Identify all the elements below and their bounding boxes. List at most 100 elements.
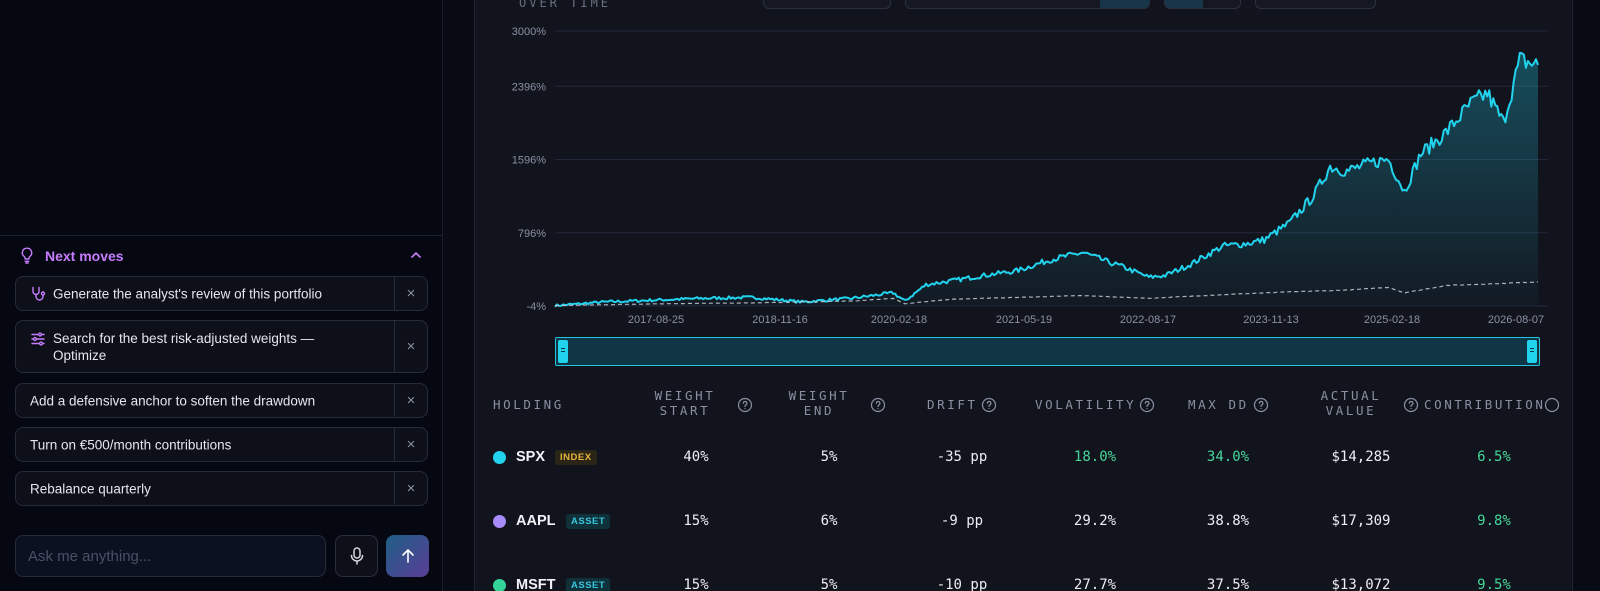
divider (394, 428, 395, 461)
help-icon[interactable] (870, 397, 886, 413)
chevron-up-icon[interactable] (408, 247, 424, 263)
cell-max-dd: 37.5% (1206, 577, 1250, 591)
cell-weight-start: 15% (683, 513, 709, 529)
help-icon[interactable] (981, 397, 997, 413)
help-icon[interactable] (1403, 397, 1419, 413)
divider (394, 277, 395, 310)
arrow-up-icon (401, 549, 414, 563)
stethoscope-icon (32, 286, 46, 301)
send-button[interactable] (386, 535, 429, 577)
column-header-actual-value[interactable]: ACTUAL VALUE (1306, 388, 1396, 418)
cell-drift: -9 pp (940, 513, 984, 529)
range-brush[interactable] (555, 337, 1540, 366)
benchmark-line (555, 281, 1539, 307)
cell-drift: -10 pp (936, 577, 988, 591)
brush-handle-right[interactable] (1527, 340, 1537, 363)
next-move-label: Search for the best risk-adjusted weight… (53, 330, 385, 364)
next-move-label: Add a defensive anchor to soften the dra… (30, 393, 316, 408)
next-move-item[interactable]: Add a defensive anchor to soften the dra… (15, 383, 428, 418)
cell-weight-start: 15% (683, 577, 709, 591)
cell-drift: -35 pp (936, 449, 988, 465)
cell-contribution: 6.5% (1477, 449, 1511, 465)
column-header-contribution[interactable]: CONTRIBUTION (1424, 397, 1546, 412)
holding-type-badge: INDEX (555, 450, 597, 465)
x-tick-label: 2025-02-18 (1364, 314, 1420, 326)
holding-ticker: MSFT (516, 577, 556, 591)
column-header-drift[interactable]: DRIFT (927, 397, 978, 412)
header-line: WEIGHT (788, 388, 850, 403)
cell-weight-start: 40% (683, 449, 709, 465)
help-icon[interactable] (1253, 397, 1269, 413)
assistant-panel: Next moves Generate the analyst's review… (0, 0, 443, 591)
header-line: WEIGHT (654, 388, 716, 403)
close-icon[interactable]: × (406, 391, 416, 409)
column-header-holding[interactable]: HOLDING (493, 397, 564, 412)
help-icon[interactable] (737, 397, 753, 413)
cell-weight-end: 5% (820, 449, 838, 465)
x-tick-label: 2022-08-17 (1120, 314, 1176, 326)
help-icon[interactable] (1139, 397, 1155, 413)
column-header-volatility[interactable]: VOLATILITY (1035, 397, 1137, 412)
holding-ticker: AAPL (516, 513, 556, 529)
chart-caption: OVER TIME (519, 0, 612, 10)
divider (394, 472, 395, 505)
x-tick-label: 2018-11-16 (752, 314, 807, 326)
holding-type-badge: ASSET (566, 578, 611, 591)
x-tick-label: 2020-02-18 (871, 314, 927, 326)
cell-volatility: 29.2% (1073, 513, 1117, 529)
column-header-weight-start[interactable]: WEIGHT START (640, 388, 730, 418)
header-line: VALUE (1325, 403, 1377, 418)
header-line: START (659, 403, 711, 418)
header-line: ACTUAL (1320, 388, 1382, 403)
cell-actual-value: $17,309 (1331, 513, 1391, 529)
next-move-label: Generate the analyst's review of this po… (53, 286, 322, 301)
close-icon[interactable]: × (406, 337, 416, 355)
chat-history-area (0, 0, 443, 236)
y-tick-label: 2396% (512, 81, 546, 93)
series-color-dot (493, 451, 506, 464)
portfolio-area (555, 52, 1538, 307)
next-move-item[interactable]: Turn on €500/month contributions × (15, 427, 428, 462)
cell-max-dd: 38.8% (1206, 513, 1250, 529)
close-icon[interactable]: × (406, 479, 416, 497)
y-tick-label: 1596% (512, 155, 546, 167)
brush-handle-left[interactable] (558, 340, 568, 363)
mic-button[interactable] (335, 535, 378, 577)
next-move-label-line1: Search for the best risk-adjusted weight… (53, 330, 315, 346)
next-move-label-line2: Optimize (53, 347, 107, 363)
microphone-icon (350, 547, 363, 565)
next-move-item[interactable]: Generate the analyst's review of this po… (15, 276, 428, 311)
cell-actual-value: $14,285 (1331, 449, 1391, 465)
x-tick-label: 2021-05-19 (996, 314, 1052, 326)
y-tick-label: 796% (518, 228, 546, 240)
lightbulb-icon (21, 247, 33, 264)
next-move-item[interactable]: Rebalance quarterly × (15, 471, 428, 506)
cell-actual-value: $13,072 (1331, 577, 1391, 591)
x-tick-label: 2023-11-13 (1243, 314, 1298, 326)
performance-chart: 3000% 2396% 1596% 796% -4% 2017-08-25 2018-11-… (512, 26, 1548, 326)
divider (394, 384, 395, 417)
column-header-max-dd[interactable]: MAX DD (1188, 397, 1249, 412)
next-moves-title: Next moves (45, 248, 124, 264)
next-move-item[interactable]: Search for the best risk-adjusted weight… (15, 320, 428, 373)
toolbar-control-active (1165, 0, 1203, 8)
next-moves-header[interactable]: Next moves (20, 247, 424, 265)
toolbar-control[interactable] (1164, 0, 1241, 9)
close-icon[interactable]: × (406, 435, 416, 453)
ask-input[interactable] (15, 535, 326, 577)
series-color-dot (493, 515, 506, 528)
holding-type-badge: ASSET (566, 514, 611, 529)
toolbar-control[interactable] (1255, 0, 1376, 9)
sliders-icon (31, 332, 45, 346)
y-tick-label: 3000% (512, 26, 546, 38)
x-tick-label: 2017-08-25 (628, 314, 684, 326)
toolbar-control[interactable] (905, 0, 1150, 9)
cell-weight-end: 5% (820, 577, 838, 591)
portfolio-line (554, 51, 1539, 308)
help-icon[interactable] (1544, 397, 1560, 413)
close-icon[interactable]: × (406, 284, 416, 302)
next-move-label: Rebalance quarterly (30, 481, 151, 496)
toolbar-control[interactable] (763, 0, 891, 9)
cell-max-dd: 34.0% (1206, 449, 1250, 465)
column-header-weight-end[interactable]: WEIGHT END (774, 388, 864, 418)
